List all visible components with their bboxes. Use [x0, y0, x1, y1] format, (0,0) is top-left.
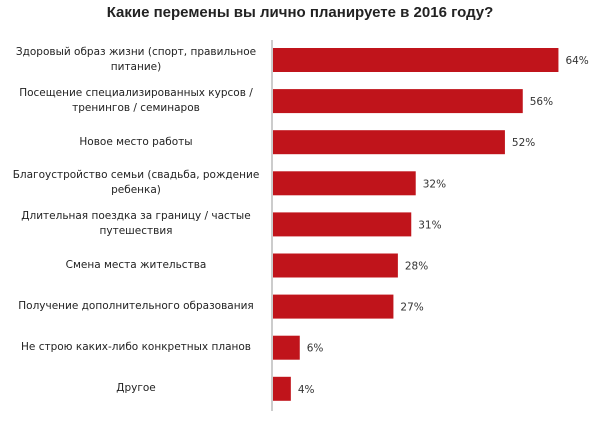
bar	[273, 130, 505, 155]
bar	[273, 89, 523, 114]
category-label: Другое	[116, 382, 156, 395]
category-label: Не строю каких-либо конкретных планов	[21, 341, 251, 354]
data-label: 56%	[530, 96, 553, 108]
data-label: 52%	[512, 137, 535, 149]
bar	[273, 253, 398, 278]
bar	[273, 171, 416, 196]
data-label: 32%	[423, 178, 446, 190]
chart-title: Какие перемены вы лично планируете в 201…	[106, 4, 494, 21]
bar	[273, 212, 412, 237]
bar	[273, 294, 394, 319]
bar	[273, 376, 291, 401]
data-label: 6%	[307, 343, 324, 355]
category-label: Здоровый образ жизни (спорт, правильное …	[15, 46, 257, 73]
category-label: Благоустройство семьи (свадьба, рождение…	[12, 169, 260, 197]
data-label: 27%	[400, 302, 423, 314]
category-label: Посещение специализированных курсов / тр…	[19, 87, 253, 115]
data-label: 31%	[418, 219, 441, 231]
bar	[273, 335, 300, 360]
category-label: Новое место работы	[79, 135, 193, 148]
data-label: 28%	[405, 261, 428, 273]
data-label: 64%	[565, 55, 588, 67]
category-label: Смена места жительства	[65, 259, 207, 271]
category-label: Получение дополнительного образования	[18, 300, 254, 313]
data-label: 4%	[298, 384, 315, 396]
category-label: Длительная поездка за границу / частые п…	[21, 210, 251, 238]
bar	[273, 48, 559, 72]
